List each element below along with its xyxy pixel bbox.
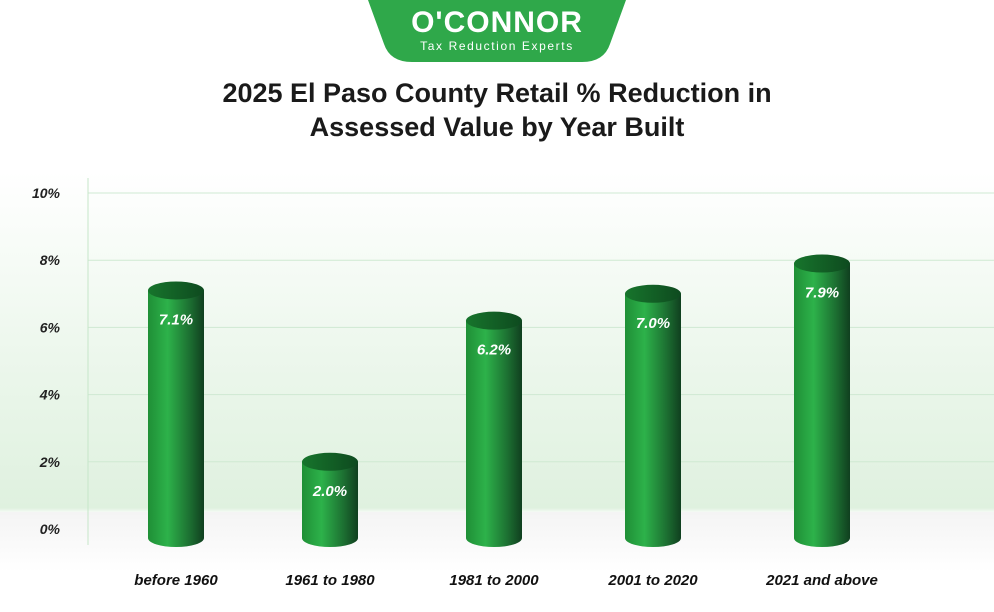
chart-title-line1: 2025 El Paso County Retail % Reduction i… bbox=[222, 78, 772, 108]
bar: 2.0% bbox=[302, 452, 358, 547]
bar-cap bbox=[794, 254, 850, 273]
bar-cap bbox=[148, 281, 204, 300]
bars: 7.1% 2.0% 6.2% 7.0% 7.9% bbox=[148, 254, 850, 547]
bar: 7.1% bbox=[148, 281, 204, 547]
x-category-label: 2021 and above bbox=[765, 572, 878, 589]
chart-title: 2025 El Paso County Retail % Reduction i… bbox=[100, 76, 894, 144]
bar-value-label: 7.1% bbox=[159, 311, 193, 328]
brand-name: O'CONNOR bbox=[411, 6, 583, 39]
bar-cap bbox=[302, 452, 358, 471]
brand-tagline: Tax Reduction Experts bbox=[420, 39, 574, 53]
bar-value-label: 6.2% bbox=[477, 342, 511, 359]
bar: 6.2% bbox=[466, 311, 522, 547]
x-category-label: 1961 to 1980 bbox=[285, 572, 375, 589]
bar-value-label: 7.0% bbox=[636, 315, 670, 332]
x-category-label: before 1960 bbox=[134, 572, 218, 589]
bar-cap bbox=[625, 284, 681, 303]
chart-title-line2: Assessed Value by Year Built bbox=[309, 112, 685, 142]
x-category-label: 2001 to 2020 bbox=[607, 572, 698, 589]
grid-lines bbox=[88, 192, 994, 463]
bar: 7.0% bbox=[625, 284, 681, 547]
logo-badge bbox=[368, 0, 626, 62]
bar-body bbox=[148, 290, 204, 547]
bar: 7.9% bbox=[794, 254, 850, 547]
bar-value-label: 2.0% bbox=[312, 483, 347, 500]
bar-body bbox=[625, 293, 681, 547]
category-labels: before 1960 1961 to 1980 1981 to 2000 2001 … bbox=[134, 572, 878, 589]
y-tick-label: 2% bbox=[39, 454, 61, 470]
y-axis: 0% 2% 4% 6% 8% 10% bbox=[32, 178, 89, 545]
x-category-label: 1981 to 2000 bbox=[449, 572, 539, 589]
bar-body bbox=[794, 263, 850, 547]
y-tick-label: 4% bbox=[39, 387, 61, 403]
bar-cap bbox=[466, 311, 522, 330]
bar-body bbox=[302, 461, 358, 547]
y-tick-label: 8% bbox=[40, 252, 61, 268]
y-tick-label: 0% bbox=[40, 521, 61, 537]
bar-body bbox=[466, 320, 522, 547]
y-tick-label: 6% bbox=[40, 319, 61, 335]
bar-value-label: 7.9% bbox=[805, 285, 839, 302]
y-tick-label: 10% bbox=[32, 185, 61, 201]
